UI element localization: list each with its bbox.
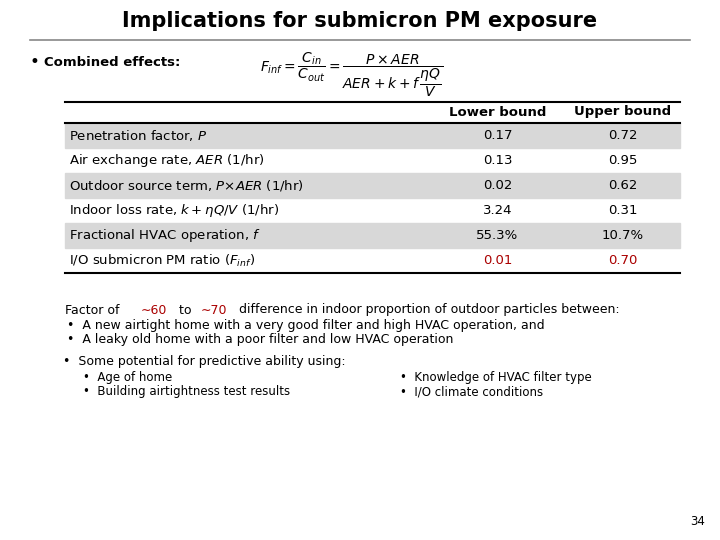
- Text: •  Age of home: • Age of home: [83, 370, 172, 383]
- Text: 0.17: 0.17: [482, 129, 512, 142]
- Text: Fractional HVAC operation, $f$: Fractional HVAC operation, $f$: [69, 227, 261, 244]
- Text: to: to: [174, 303, 195, 316]
- Text: Implications for submicron PM exposure: Implications for submicron PM exposure: [122, 11, 598, 31]
- Text: 0.72: 0.72: [608, 129, 637, 142]
- Text: 0.02: 0.02: [483, 179, 512, 192]
- Text: •  I/O climate conditions: • I/O climate conditions: [400, 386, 543, 399]
- Text: Outdoor source term, $P{\times}AER$ (1/hr): Outdoor source term, $P{\times}AER$ (1/h…: [69, 178, 304, 193]
- Text: •  Building airtightness test results: • Building airtightness test results: [83, 386, 290, 399]
- Text: •  A leaky old home with a poor filter and low HVAC operation: • A leaky old home with a poor filter an…: [67, 334, 454, 347]
- Bar: [65, 123, 680, 148]
- Bar: [65, 173, 680, 198]
- Text: 3.24: 3.24: [482, 204, 512, 217]
- Text: $F_{inf} = \dfrac{C_{in}}{C_{out}} = \dfrac{P \times AER}{AER + k + f\,\dfrac{\e: $F_{inf} = \dfrac{C_{in}}{C_{out}} = \df…: [260, 51, 443, 99]
- Text: difference in indoor proportion of outdoor particles between:: difference in indoor proportion of outdo…: [235, 303, 620, 316]
- Text: Combined effects:: Combined effects:: [44, 56, 181, 69]
- Bar: [65, 223, 680, 248]
- Text: •  A new airtight home with a very good filter and high HVAC operation, and: • A new airtight home with a very good f…: [67, 319, 544, 332]
- Text: Lower bound: Lower bound: [449, 105, 546, 118]
- Text: 0.01: 0.01: [483, 254, 512, 267]
- Text: •  Knowledge of HVAC filter type: • Knowledge of HVAC filter type: [400, 370, 592, 383]
- Text: ∼60: ∼60: [140, 303, 167, 316]
- Text: •: •: [30, 53, 40, 71]
- Text: 0.62: 0.62: [608, 179, 637, 192]
- Text: 0.95: 0.95: [608, 154, 637, 167]
- Text: I/O submicron PM ratio ($F_{inf}$): I/O submicron PM ratio ($F_{inf}$): [69, 252, 255, 268]
- Text: •  Some potential for predictive ability using:: • Some potential for predictive ability …: [63, 355, 346, 368]
- Text: 10.7%: 10.7%: [601, 229, 644, 242]
- Text: 0.70: 0.70: [608, 254, 637, 267]
- Text: Factor of: Factor of: [65, 303, 124, 316]
- Text: 0.13: 0.13: [482, 154, 512, 167]
- Text: 0.31: 0.31: [608, 204, 637, 217]
- Text: 55.3%: 55.3%: [477, 229, 518, 242]
- Text: ∼70: ∼70: [201, 303, 228, 316]
- Text: Air exchange rate, $AER$ (1/hr): Air exchange rate, $AER$ (1/hr): [69, 152, 264, 169]
- Text: 34: 34: [690, 515, 705, 528]
- Text: Indoor loss rate, $k + \eta Q/V$ (1/hr): Indoor loss rate, $k + \eta Q/V$ (1/hr): [69, 202, 279, 219]
- Text: Upper bound: Upper bound: [574, 105, 671, 118]
- Text: Penetration factor, $P$: Penetration factor, $P$: [69, 128, 207, 143]
